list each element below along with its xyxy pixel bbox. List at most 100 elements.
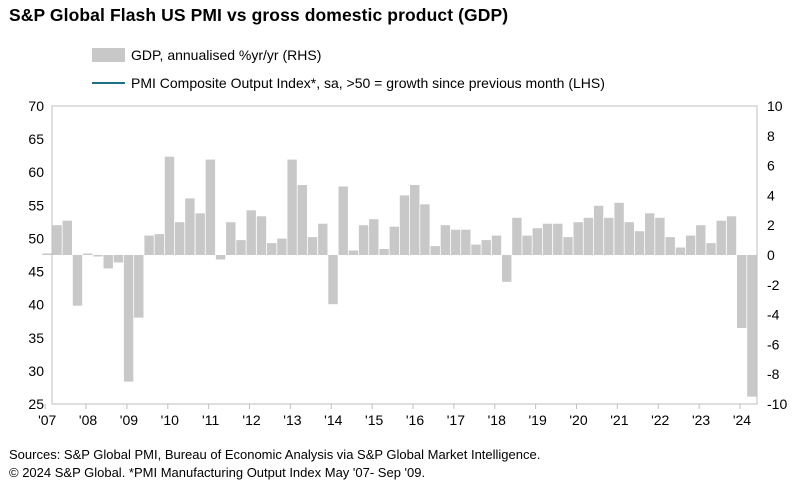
gdp-bar (747, 255, 757, 397)
right-tick-label: 10 (767, 98, 783, 114)
gdp-bar (420, 204, 430, 255)
gdp-bar (410, 185, 420, 255)
gdp-bar (614, 202, 624, 255)
gdp-bar (716, 220, 726, 255)
x-tick-label: '19 (528, 412, 546, 428)
gdp-bar (369, 219, 379, 255)
legend-item-gdp: GDP, annualised %yr/yr (RHS) (92, 47, 321, 63)
gdp-bar (645, 213, 655, 255)
gdp-bar (593, 205, 604, 255)
left-tick-label: 65 (28, 131, 44, 147)
right-tick-label: -6 (767, 336, 780, 352)
gdp-bar (226, 222, 236, 255)
gdp-bar (307, 237, 318, 255)
gdp-bar (563, 237, 573, 255)
gdp-bars (42, 156, 757, 397)
gdp-bar (624, 222, 634, 255)
gdp-bar (338, 186, 348, 255)
left-tick-label: 30 (28, 363, 44, 379)
left-tick-label: 50 (28, 230, 44, 246)
x-tick-label: '15 (365, 412, 383, 428)
gdp-bar (236, 240, 246, 255)
gdp-bar (164, 156, 175, 255)
legend-swatch-pmi (92, 82, 125, 84)
gdp-bar (634, 231, 645, 255)
gdp-bar (389, 226, 399, 255)
right-tick-label: -10 (767, 396, 787, 412)
gdp-bar (573, 222, 583, 255)
x-tick-label: '14 (324, 412, 342, 428)
x-tick-label: '13 (283, 412, 301, 428)
gdp-bar (685, 235, 696, 255)
gdp-bar (195, 213, 205, 255)
right-tick-label: -2 (767, 277, 780, 293)
gdp-bar (123, 255, 134, 382)
x-tick-label: '11 (202, 412, 219, 428)
gdp-bar (246, 210, 256, 255)
gdp-bar (287, 159, 297, 255)
gdp-bar (134, 255, 144, 318)
gdp-bar (399, 195, 410, 255)
gdp-bar (726, 216, 737, 255)
legend-swatch-gdp (92, 48, 125, 62)
right-tick-label: 8 (767, 128, 775, 144)
gdp-bar (103, 255, 113, 269)
gdp-bar (379, 249, 389, 255)
gdp-bar (348, 250, 359, 255)
x-tick-label: '08 (79, 412, 97, 428)
gdp-bar (113, 255, 124, 263)
legend-label-pmi: PMI Composite Output Index*, sa, >50 = g… (131, 75, 605, 91)
gdp-bar (553, 223, 563, 255)
gdp-bar (655, 217, 665, 256)
x-tick-label: '07 (38, 412, 56, 428)
gdp-bar (205, 159, 216, 255)
right-tick-label: 0 (767, 247, 775, 263)
x-tick-label: '12 (242, 412, 260, 428)
left-axis: 25 30 35 40 45 50 55 60 65 70 (28, 98, 44, 412)
gdp-bar (185, 198, 195, 255)
x-tick-label: '23 (692, 412, 710, 428)
gdp-bar (328, 255, 338, 305)
x-tick-label: '22 (651, 412, 669, 428)
x-tick-label: '10 (161, 412, 179, 428)
gdp-bar (440, 225, 451, 255)
gdp-bar (297, 185, 307, 255)
gdp-bar (154, 234, 164, 255)
left-tick-label: 45 (28, 264, 44, 280)
gdp-bar (512, 217, 522, 256)
gdp-bar (52, 225, 62, 255)
x-tick-label: '17 (447, 412, 465, 428)
gdp-bar (358, 225, 369, 255)
gdp-bar (706, 243, 716, 255)
left-tick-label: 70 (28, 98, 44, 114)
left-tick-label: 35 (28, 330, 44, 346)
gdp-bar (532, 228, 542, 255)
gdp-bar (267, 243, 277, 255)
gdp-bar (471, 244, 481, 255)
chart-footer: Sources: S&P Global PMI, Bureau of Econo… (9, 446, 540, 482)
gdp-bar (696, 225, 706, 255)
gdp-bar (144, 235, 154, 255)
footer-copyright: © 2024 S&P Global. *PMI Manufacturing Ou… (9, 465, 426, 480)
x-tick-label: '16 (406, 412, 424, 428)
right-axis: -10 -8 -6 -4 -2 0 2 4 6 8 10 (767, 98, 787, 412)
x-tick-label: '18 (488, 412, 506, 428)
x-tick-label: '09 (120, 412, 138, 428)
gdp-bar (675, 247, 686, 255)
x-tick-label: '21 (610, 412, 628, 428)
gdp-bar (175, 222, 185, 255)
left-tick-label: 25 (28, 396, 44, 412)
gdp-bar (583, 217, 594, 256)
gdp-bar (502, 255, 512, 282)
gdp-bar (277, 238, 287, 255)
gdp-bar (215, 255, 226, 260)
footer-sources: Sources: S&P Global PMI, Bureau of Econo… (9, 447, 541, 462)
legend-label-gdp: GDP, annualised %yr/yr (RHS) (131, 47, 322, 63)
gdp-bar (256, 216, 267, 255)
left-tick-label: 55 (28, 197, 44, 213)
right-tick-label: 4 (767, 187, 775, 203)
chart-title: S&P Global Flash US PMI vs gross domesti… (9, 5, 509, 25)
gdp-bar (491, 235, 502, 255)
plot-frame (51, 105, 758, 405)
